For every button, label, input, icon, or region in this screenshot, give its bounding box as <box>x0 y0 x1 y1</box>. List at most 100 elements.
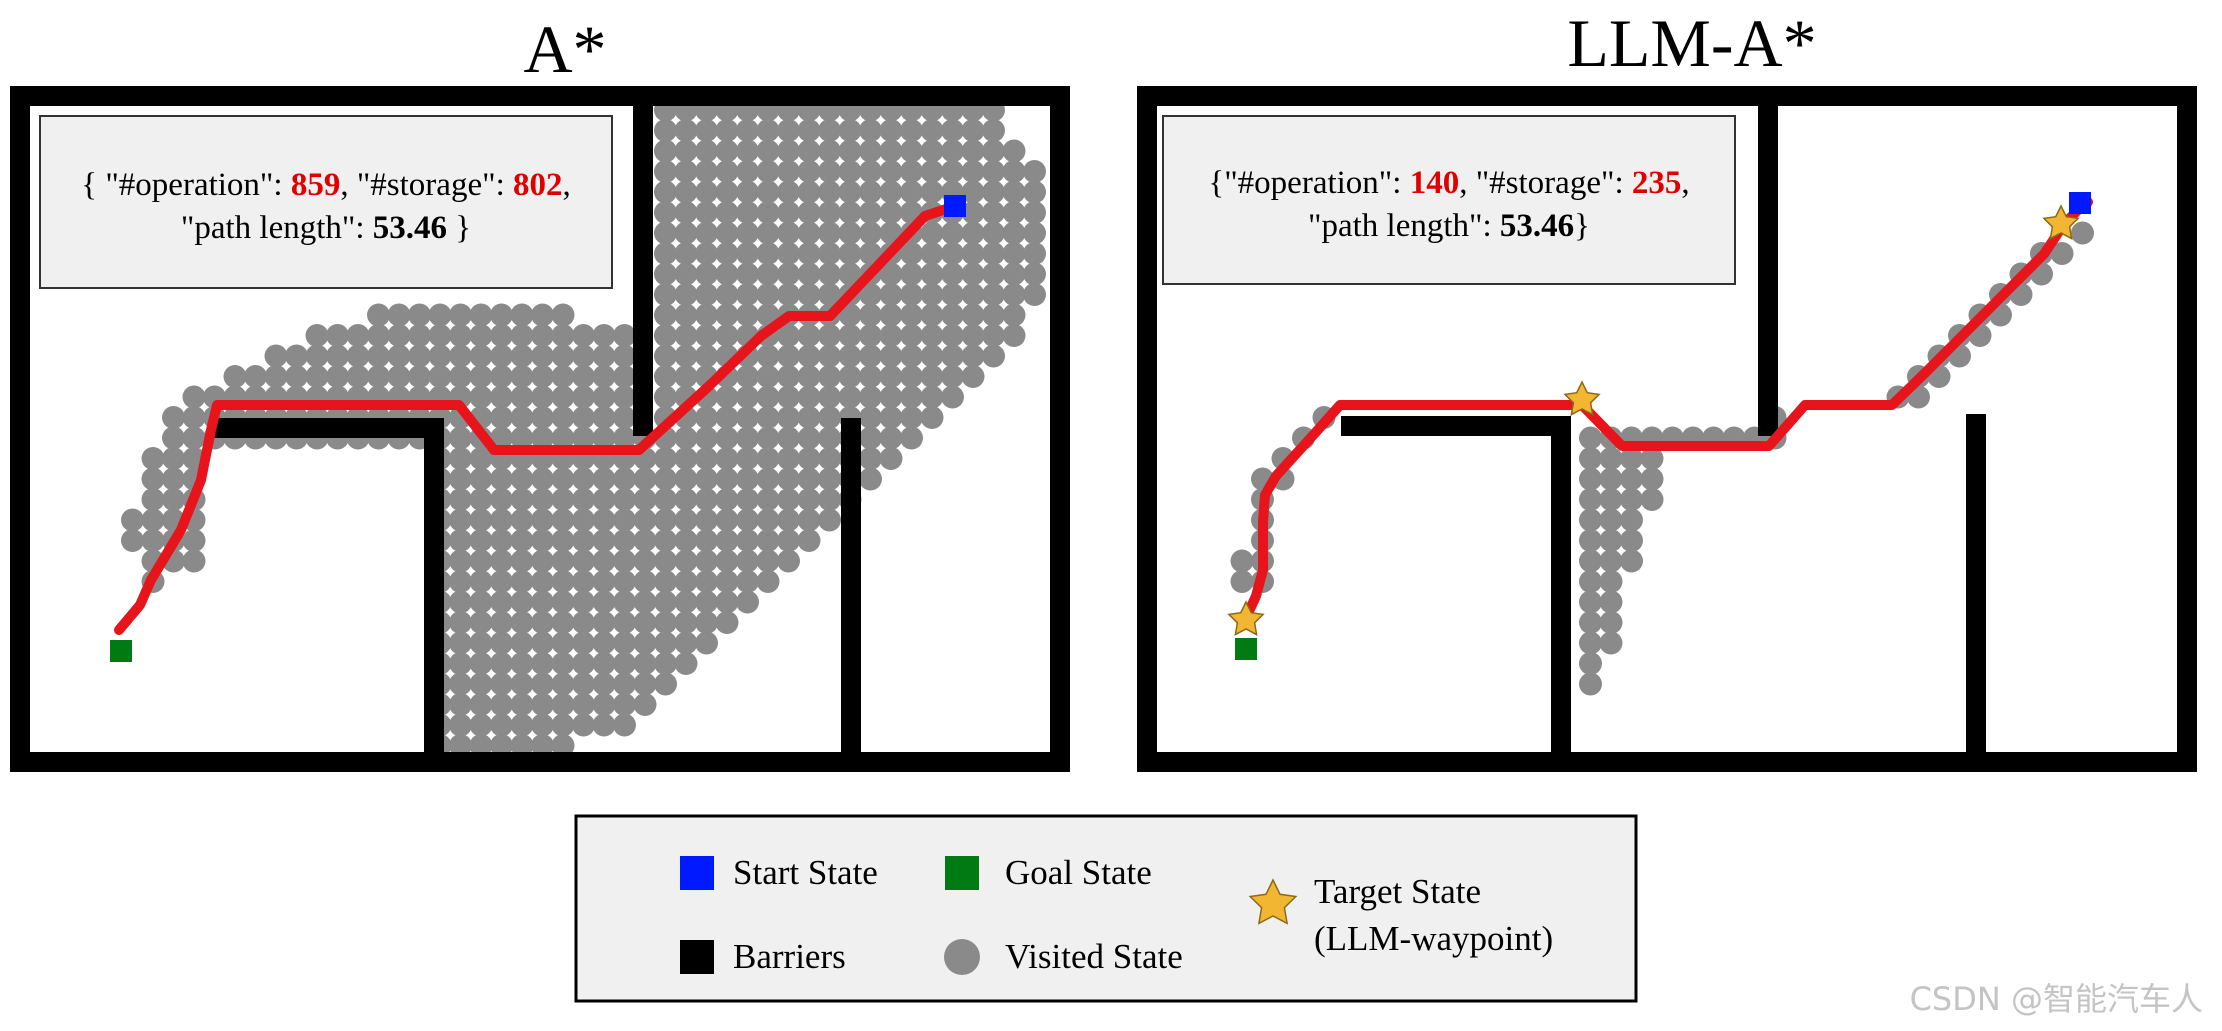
visited-state-circle <box>941 139 964 163</box>
visited-state-circle <box>674 160 698 183</box>
visited-state-circle <box>613 713 636 737</box>
visited-state-circle <box>531 549 554 573</box>
visited-state-circle <box>613 488 636 511</box>
visited-state-circle <box>1002 180 1026 204</box>
visited-state-circle <box>695 303 718 327</box>
visited-state-circle <box>531 324 554 347</box>
visited-state-circle <box>551 365 575 388</box>
visited-state-circle <box>551 488 575 511</box>
visited-state-circle <box>777 467 800 491</box>
visited-state-circle <box>162 467 185 491</box>
visited-state-circle <box>469 365 493 388</box>
visited-state-circle <box>715 119 739 142</box>
visited-state-circle <box>818 160 841 183</box>
visited-state-circle <box>736 406 759 429</box>
visited-state-circle <box>490 713 513 737</box>
barrier-wall <box>424 418 444 752</box>
visited-state-circle <box>449 549 472 573</box>
visited-state-circle <box>428 365 452 388</box>
visited-state-circle <box>756 570 780 593</box>
visited-state-circle <box>1599 529 1623 552</box>
visited-state-circle <box>654 488 677 511</box>
visited-state-circle <box>920 365 944 388</box>
visited-state-circle <box>1023 242 1046 265</box>
visited-state-circle <box>469 713 493 737</box>
visited-state-circle <box>859 344 882 368</box>
visited-state-circle <box>674 119 698 142</box>
legend-visited-circle-icon <box>944 939 980 975</box>
visited-state-circle <box>490 693 513 716</box>
visited-state-circle <box>859 385 882 409</box>
visited-state-circle <box>531 590 554 614</box>
visited-state-circle <box>490 529 513 552</box>
goal-state-marker <box>1235 638 1257 660</box>
visited-state-circle <box>818 324 841 347</box>
visited-state-circle <box>879 139 903 163</box>
stats-separator: , <box>1681 165 1689 201</box>
visited-state-circle <box>695 631 718 655</box>
visited-state-circle <box>592 406 616 429</box>
barrier-wall <box>1341 416 1571 436</box>
visited-state-circle <box>777 106 800 122</box>
visited-state-circle <box>1579 488 1602 511</box>
visited-state-circle <box>654 344 677 368</box>
visited-state-circle <box>777 324 800 347</box>
operation-count-llm-astar: 140 <box>1410 165 1460 201</box>
visited-state-circle <box>1002 221 1026 245</box>
visited-state-circle <box>695 106 718 122</box>
visited-state-circle <box>633 488 657 511</box>
visited-state-circle <box>449 734 472 752</box>
visited-state-circle <box>879 283 903 306</box>
stats-suffix: } <box>1574 208 1590 244</box>
visited-state-circle <box>920 139 944 163</box>
visited-state-circle <box>777 365 800 388</box>
visited-state-circle <box>449 652 472 675</box>
visited-state-circle <box>797 106 821 122</box>
visited-state-circle <box>920 242 944 265</box>
visited-state-circle <box>654 385 677 409</box>
visited-state-circle <box>797 324 821 347</box>
visited-state-circle <box>982 160 1005 183</box>
visited-state-circle <box>715 242 739 265</box>
visited-state-circle <box>633 590 657 614</box>
stats-line-2-llm-astar: "path length": 53.46} <box>1308 208 1590 244</box>
visited-state-circle <box>654 242 677 265</box>
visited-state-circle <box>469 672 493 696</box>
visited-state-circle <box>592 426 616 450</box>
visited-state-circle <box>941 385 964 409</box>
visited-state-circle <box>756 549 780 573</box>
visited-state-circle <box>387 324 411 347</box>
visited-state-circle <box>1579 652 1602 675</box>
visited-state-circle <box>449 570 472 593</box>
visited-state-circle <box>346 365 370 388</box>
visited-state-circle <box>182 385 206 409</box>
visited-state-circle <box>674 180 698 204</box>
visited-state-circle <box>1023 221 1046 245</box>
visited-state-circle <box>982 344 1005 368</box>
visited-state-circle <box>182 549 206 573</box>
visited-state-circle <box>490 488 513 511</box>
visited-state-circle <box>736 590 759 614</box>
visited-state-circle <box>531 303 554 327</box>
visited-state-circle <box>367 365 390 388</box>
visited-state-circle <box>449 324 472 347</box>
visited-state-circle <box>387 344 411 368</box>
visited-state-circle <box>797 180 821 204</box>
visited-state-circle <box>797 160 821 183</box>
visited-state-circle <box>572 488 595 511</box>
visited-state-circle <box>449 426 472 450</box>
visited-state-circle <box>982 242 1005 265</box>
visited-state-circle <box>449 467 472 491</box>
visited-state-circle <box>982 180 1005 204</box>
visited-state-circle <box>633 652 657 675</box>
visited-state-circle <box>592 344 616 368</box>
visited-state-circle <box>695 549 718 573</box>
path-length-astar: 53.46 <box>373 210 447 246</box>
visited-state-circle <box>469 652 493 675</box>
visited-state-circle <box>1002 324 1026 347</box>
watermark: CSDN @智能汽车人 <box>1910 980 2203 1018</box>
visited-state-circle <box>1599 590 1623 614</box>
visited-state-circle <box>162 488 185 511</box>
start-state-marker <box>2069 192 2091 214</box>
visited-state-circle <box>736 570 759 593</box>
